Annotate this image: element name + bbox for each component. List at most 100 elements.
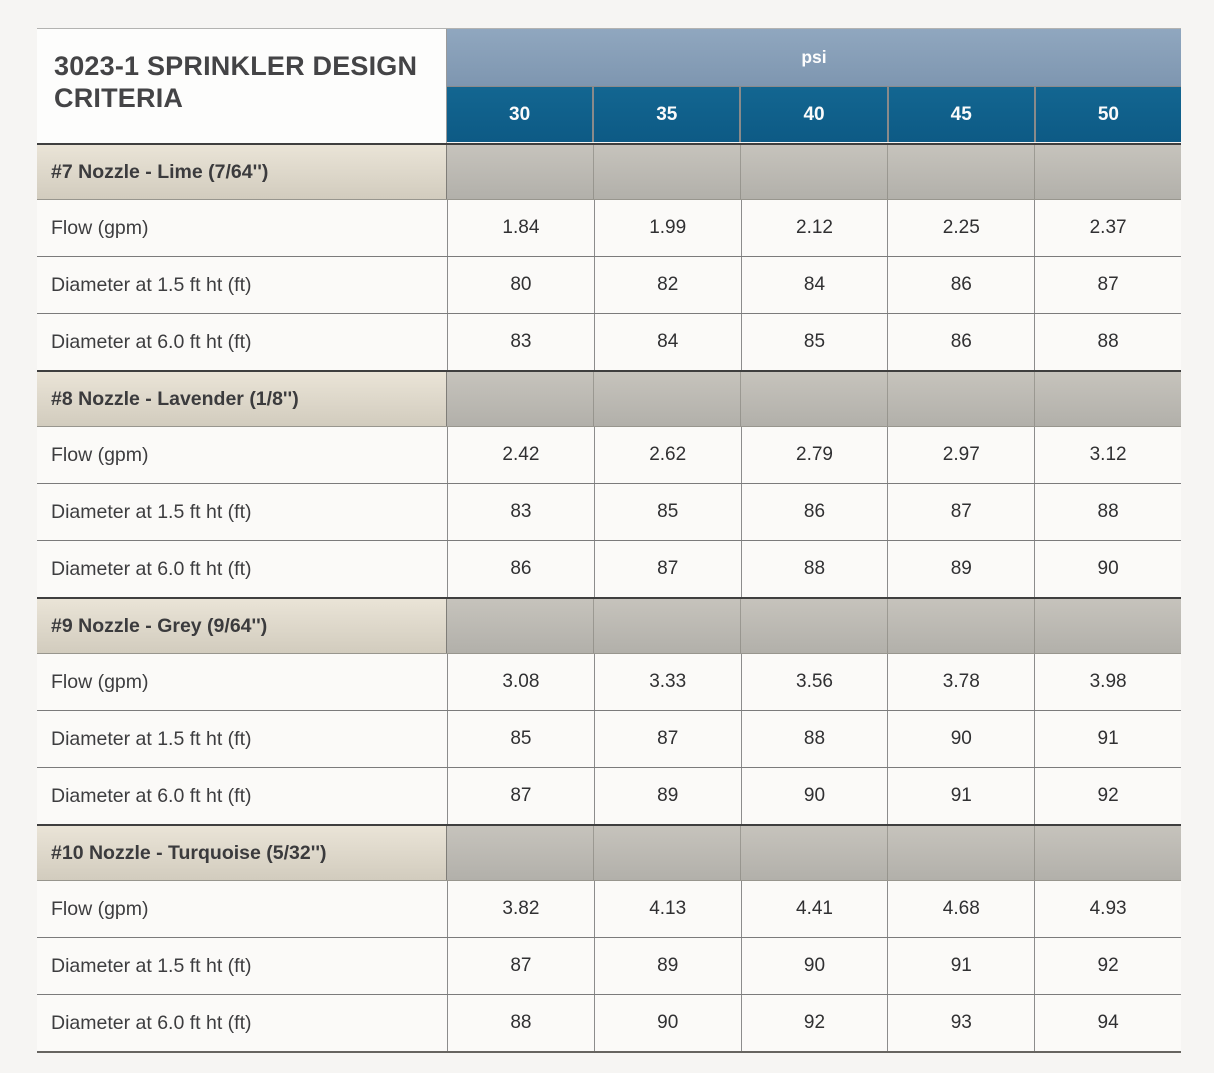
row-label: Diameter at 1.5 ft ht (ft) xyxy=(37,711,447,767)
section-band-cell xyxy=(1034,372,1181,426)
table-row: Diameter at 1.5 ft ht (ft) 85 87 88 90 91 xyxy=(37,710,1181,767)
psi-column-header: 45 xyxy=(886,87,1034,142)
data-cell: 86 xyxy=(447,541,594,597)
data-cell: 85 xyxy=(593,484,741,540)
section-band-cell xyxy=(1034,826,1181,880)
section-band-fill xyxy=(447,826,1181,880)
data-cell: 92 xyxy=(1034,768,1181,824)
data-cell: 4.93 xyxy=(1034,881,1181,937)
page-title: 3023-1 SPRINKLER DESIGN CRITERIA xyxy=(37,29,447,143)
data-cell: 3.56 xyxy=(740,654,888,710)
section-band-cell xyxy=(593,372,740,426)
row-label: Diameter at 1.5 ft ht (ft) xyxy=(37,938,447,994)
data-cell: 94 xyxy=(1034,995,1181,1051)
section-band: #9 Nozzle - Grey (9/64'') xyxy=(37,599,1181,653)
table-row: Diameter at 6.0 ft ht (ft) 86 87 88 89 90 xyxy=(37,540,1181,597)
row-label: Flow (gpm) xyxy=(37,200,447,256)
data-cell: 91 xyxy=(887,938,1035,994)
row-label: Flow (gpm) xyxy=(37,427,447,483)
section-band-cell xyxy=(740,372,887,426)
section-band-cell xyxy=(593,826,740,880)
data-cell: 4.41 xyxy=(740,881,888,937)
section-band-cell xyxy=(447,145,593,199)
data-cell: 4.68 xyxy=(887,881,1035,937)
section-band-fill xyxy=(447,372,1181,426)
psi-column-headers: 30 35 40 45 50 xyxy=(447,87,1182,142)
data-cell: 2.79 xyxy=(740,427,888,483)
data-cell: 85 xyxy=(740,314,888,370)
psi-header-block: psi 30 35 40 45 50 xyxy=(447,29,1182,143)
data-cell: 88 xyxy=(740,541,888,597)
section-title: #10 Nozzle - Turquoise (5/32'') xyxy=(37,826,447,880)
table-row: Flow (gpm) 2.42 2.62 2.79 2.97 3.12 xyxy=(37,426,1181,483)
row-label: Diameter at 6.0 ft ht (ft) xyxy=(37,541,447,597)
data-cell: 3.98 xyxy=(1034,654,1181,710)
data-cell: 4.13 xyxy=(593,881,741,937)
data-cell: 87 xyxy=(887,484,1035,540)
data-cell: 87 xyxy=(593,541,741,597)
data-cell: 84 xyxy=(740,257,888,313)
data-cell: 90 xyxy=(1034,541,1181,597)
table-body: #7 Nozzle - Lime (7/64'') Flow (gpm) 1.84 1… xyxy=(37,143,1181,1051)
section-band-cell xyxy=(447,372,593,426)
data-cell: 1.99 xyxy=(593,200,741,256)
section-band: #8 Nozzle - Lavender (1/8'') xyxy=(37,372,1181,426)
data-cell: 92 xyxy=(1034,938,1181,994)
section-band-fill xyxy=(447,145,1181,199)
table-row: Diameter at 1.5 ft ht (ft) 80 82 84 86 87 xyxy=(37,256,1181,313)
data-cell: 3.33 xyxy=(593,654,741,710)
table-row: Diameter at 6.0 ft ht (ft) 88 90 92 93 94 xyxy=(37,994,1181,1051)
data-cell: 87 xyxy=(1034,257,1181,313)
data-cell: 88 xyxy=(1034,314,1181,370)
data-cell: 87 xyxy=(447,938,594,994)
data-cell: 3.08 xyxy=(447,654,594,710)
section-band-cell xyxy=(447,826,593,880)
data-cell: 90 xyxy=(740,938,888,994)
psi-column-header: 50 xyxy=(1033,87,1182,142)
data-cell: 86 xyxy=(740,484,888,540)
data-cell: 87 xyxy=(593,711,741,767)
data-cell: 93 xyxy=(887,995,1035,1051)
row-label: Diameter at 1.5 ft ht (ft) xyxy=(37,484,447,540)
nozzle-section: #10 Nozzle - Turquoise (5/32'') Flow (gpm… xyxy=(37,824,1181,1051)
data-cell: 2.62 xyxy=(593,427,741,483)
section-title: #9 Nozzle - Grey (9/64'') xyxy=(37,599,447,653)
data-cell: 90 xyxy=(593,995,741,1051)
psi-column-header: 30 xyxy=(447,87,593,142)
row-label: Diameter at 6.0 ft ht (ft) xyxy=(37,995,447,1051)
section-band-cell xyxy=(593,145,740,199)
section-band: #10 Nozzle - Turquoise (5/32'') xyxy=(37,826,1181,880)
data-cell: 86 xyxy=(887,257,1035,313)
section-band-cell xyxy=(740,826,887,880)
row-label: Diameter at 6.0 ft ht (ft) xyxy=(37,314,447,370)
section-band-cell xyxy=(887,372,1034,426)
nozzle-section: #9 Nozzle - Grey (9/64'') Flow (gpm) 3.08 3… xyxy=(37,597,1181,824)
table-row: Diameter at 1.5 ft ht (ft) 87 89 90 91 92 xyxy=(37,937,1181,994)
table-row: Flow (gpm) 3.82 4.13 4.41 4.68 4.93 xyxy=(37,880,1181,937)
data-cell: 91 xyxy=(887,768,1035,824)
data-cell: 88 xyxy=(1034,484,1181,540)
data-cell: 1.84 xyxy=(447,200,594,256)
table-row: Diameter at 6.0 ft ht (ft) 83 84 85 86 88 xyxy=(37,313,1181,370)
section-band: #7 Nozzle - Lime (7/64'') xyxy=(37,145,1181,199)
table-row: Diameter at 6.0 ft ht (ft) 87 89 90 91 92 xyxy=(37,767,1181,824)
sprinkler-criteria-table: 3023-1 SPRINKLER DESIGN CRITERIA psi 30 3… xyxy=(37,28,1182,1053)
section-title: #7 Nozzle - Lime (7/64'') xyxy=(37,145,447,199)
row-label: Diameter at 6.0 ft ht (ft) xyxy=(37,768,447,824)
section-band-cell xyxy=(1034,599,1181,653)
data-cell: 2.97 xyxy=(887,427,1035,483)
data-cell: 82 xyxy=(593,257,741,313)
section-band-fill xyxy=(447,599,1181,653)
data-cell: 89 xyxy=(593,768,741,824)
data-cell: 92 xyxy=(740,995,888,1051)
data-cell: 2.12 xyxy=(740,200,888,256)
section-band-cell xyxy=(740,599,887,653)
psi-column-header: 40 xyxy=(739,87,887,142)
section-band-cell xyxy=(1034,145,1181,199)
psi-column-header: 35 xyxy=(592,87,740,142)
data-cell: 89 xyxy=(593,938,741,994)
data-cell: 88 xyxy=(447,995,594,1051)
data-cell: 86 xyxy=(887,314,1035,370)
data-cell: 90 xyxy=(740,768,888,824)
section-band-cell xyxy=(887,145,1034,199)
